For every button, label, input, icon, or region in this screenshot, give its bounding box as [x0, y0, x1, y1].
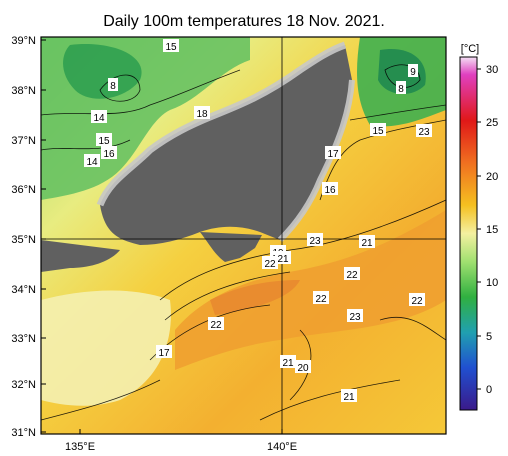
contour-label: 18	[196, 109, 208, 120]
land-shikoku	[41, 240, 120, 272]
contour-label: 21	[343, 392, 355, 403]
contour-label-bg	[108, 78, 118, 91]
contour-label: 21	[282, 358, 294, 369]
colorbar-tick-label: 25	[486, 117, 498, 129]
lat-label: 33°N	[11, 333, 36, 345]
contour-label: 14	[93, 113, 105, 124]
colorbar-tick-label: 5	[486, 331, 492, 343]
contour-label-bg	[295, 360, 311, 373]
lat-label: 34°N	[11, 284, 36, 296]
contour-label: 23	[349, 312, 361, 323]
contour-label: 15	[98, 136, 110, 147]
lat-label: 32°N	[11, 379, 36, 391]
contour-label: 17	[158, 348, 170, 359]
contour-labels: 1581415141618981523171623211921222222222…	[84, 39, 432, 403]
lat-label: 31°N	[11, 427, 36, 439]
contour-label: 23	[309, 236, 321, 247]
contour-label: 21	[361, 238, 373, 249]
lon-label: 140°E	[267, 441, 297, 453]
lon-labels: 135°E 140°E	[65, 429, 297, 453]
colorbar-tick-label: 0	[486, 384, 492, 396]
contour-label: 23	[418, 127, 430, 138]
contour-label-bg	[396, 81, 406, 94]
map-title: Daily 100m temperatures 18 Nov. 2021.	[103, 13, 385, 30]
colorbar-unit: [°C]	[461, 43, 479, 55]
contour-label-bg	[96, 133, 112, 146]
contour-label-bg	[156, 345, 172, 358]
land-kii	[200, 232, 262, 262]
contour-label-bg	[275, 251, 291, 264]
colorbar: [°C] 30 25 20 15 10 5 0	[459, 43, 498, 411]
contour-label-bg	[322, 182, 338, 195]
lat-label: 36°N	[11, 184, 36, 196]
lat-labels: 39°N 38°N 37°N 36°N 35°N 34°N 33°N 32°N 31°N	[11, 35, 46, 439]
contour-label-bg	[307, 233, 323, 246]
contour-label-bg	[163, 39, 179, 52]
plot-area	[41, 37, 446, 434]
contour-label-bg	[91, 110, 107, 123]
contour-label-bg	[347, 309, 363, 322]
contour-label: 15	[372, 126, 384, 137]
colorbar-tick-label: 15	[486, 224, 498, 236]
contour-label-bg	[313, 291, 329, 304]
contour-label: 9	[410, 67, 416, 78]
contour-label-bg	[341, 389, 357, 402]
colorbar-tick-label: 10	[486, 277, 498, 289]
contour-label: 17	[327, 149, 339, 160]
contour-label: 8	[110, 81, 116, 92]
contour-label-bg	[408, 64, 418, 77]
land-honshu	[100, 45, 352, 245]
contour-label-bg	[344, 267, 360, 280]
contour-label-bg	[370, 123, 386, 136]
contour-label-bg	[194, 106, 210, 119]
lon-label: 135°E	[65, 441, 95, 453]
contour-label-bg	[325, 146, 341, 159]
lat-label: 37°N	[11, 135, 36, 147]
contour-label-bg	[101, 146, 117, 159]
colorbar-tick-label: 20	[486, 171, 498, 183]
colorbar-ticks: 30 25 20 15 10 5 0	[477, 64, 498, 396]
contour-label-bg	[262, 256, 278, 269]
contour-label-bg	[208, 317, 224, 330]
contour-label-bg	[280, 355, 296, 368]
contour-label: 22	[264, 259, 276, 270]
contour-label-bg	[359, 235, 375, 248]
lat-label: 38°N	[11, 85, 36, 97]
contour-label: 16	[103, 149, 115, 160]
contour-label-bg	[84, 154, 100, 167]
contour-label: 16	[324, 185, 336, 196]
lat-label: 35°N	[11, 234, 36, 246]
colorbar-tick-label: 30	[486, 64, 498, 76]
contour-label: 22	[210, 320, 222, 331]
contour-label-bg	[409, 293, 425, 306]
contour-label: 22	[411, 296, 423, 307]
contour-label: 22	[346, 270, 358, 281]
plot-frame	[40, 36, 447, 435]
lat-label: 39°N	[11, 35, 36, 47]
contour-label: 15	[165, 42, 177, 53]
contour-label: 21	[277, 254, 289, 265]
contour-label-bg	[416, 124, 432, 137]
contour-label: 22	[315, 294, 327, 305]
contour-label: 14	[86, 157, 98, 168]
contour-label: 8	[398, 84, 404, 95]
contour-label: 20	[297, 363, 309, 374]
